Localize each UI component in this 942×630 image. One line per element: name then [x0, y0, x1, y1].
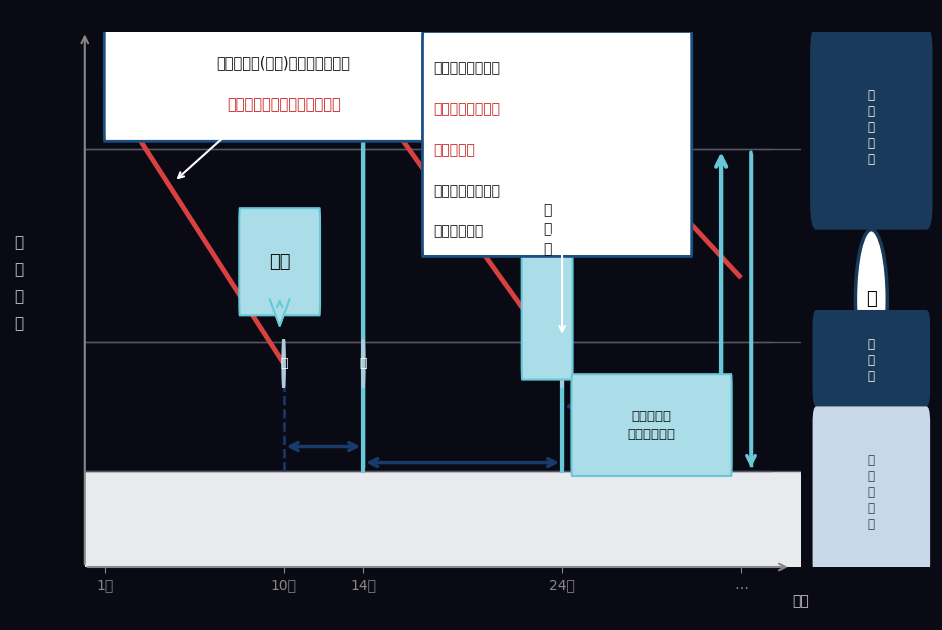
Text: 日々の在庫(販売)状況を考慮して: 日々の在庫(販売)状況を考慮して	[217, 55, 350, 71]
Text: 発
注
点: 発 注 点	[868, 338, 875, 383]
FancyBboxPatch shape	[572, 374, 732, 476]
Text: 🔔: 🔔	[866, 290, 877, 308]
FancyBboxPatch shape	[239, 208, 320, 316]
FancyBboxPatch shape	[105, 26, 463, 141]
Polygon shape	[269, 299, 289, 326]
Circle shape	[561, 340, 563, 387]
Text: 発注: 発注	[268, 253, 290, 271]
Text: でお知らせ: でお知らせ	[432, 143, 475, 157]
FancyBboxPatch shape	[813, 310, 930, 406]
Circle shape	[283, 340, 284, 387]
Text: 下回るとアラート: 下回るとアラート	[432, 102, 500, 117]
Text: 逃しません！: 逃しません！	[432, 224, 483, 239]
Text: 適切な発注時期と数量を算出: 適切な発注時期と数量を算出	[227, 97, 340, 112]
FancyBboxPatch shape	[422, 32, 691, 256]
Text: 発注タイミングを: 発注タイミングを	[432, 184, 500, 198]
Text: 安
全
在
庫
数: 安 全 在 庫 数	[868, 454, 875, 530]
FancyBboxPatch shape	[810, 26, 933, 229]
Text: 適
正
在
庫
数: 適 正 在 庫 数	[868, 89, 875, 166]
Text: 在庫数が発注点を: 在庫数が発注点を	[432, 62, 500, 76]
FancyBboxPatch shape	[522, 79, 573, 379]
Text: ⛐: ⛐	[280, 357, 287, 370]
Text: ⛐: ⛐	[559, 357, 566, 370]
Text: 日付: 日付	[792, 593, 809, 608]
Text: 在
庫
数
量: 在 庫 数 量	[14, 236, 24, 331]
Text: ⛐: ⛐	[360, 357, 367, 370]
Circle shape	[363, 340, 365, 387]
Text: 発
注
数: 発 注 数	[543, 203, 551, 256]
FancyBboxPatch shape	[813, 406, 930, 578]
Text: 調達までの
リードタイム: 調達までの リードタイム	[627, 410, 675, 440]
Circle shape	[855, 229, 887, 369]
Bar	[85, 471, 801, 567]
